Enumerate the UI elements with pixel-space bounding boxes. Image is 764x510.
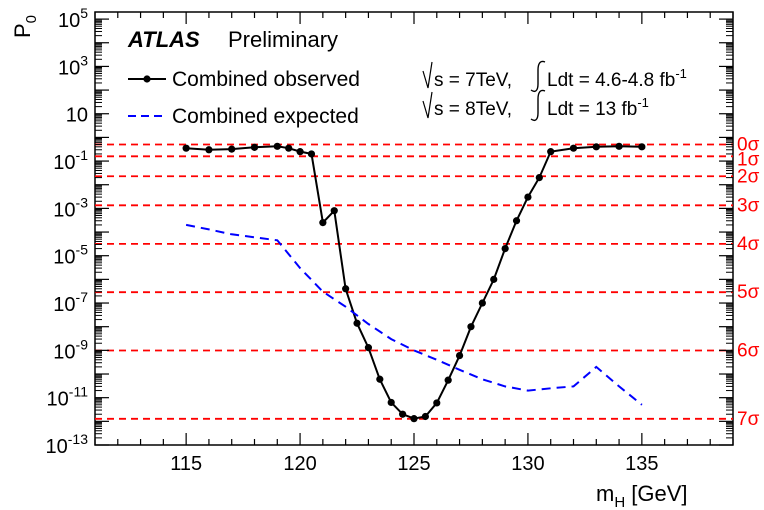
- observed-data-point: [455, 352, 464, 360]
- sigma-label: 3σ: [737, 195, 760, 216]
- observed-data-point: [478, 299, 486, 307]
- x-tick-label: 135: [625, 453, 658, 475]
- x-axis-title: mH [GeV]: [596, 481, 688, 510]
- y-axis-title: P0: [10, 15, 40, 38]
- sigma-label: 7σ: [737, 409, 760, 430]
- observed-data-point: [467, 323, 475, 331]
- observed-data-point: [410, 415, 418, 423]
- sigma-lines: [95, 143, 733, 420]
- y-tick-label: 105: [58, 5, 88, 32]
- integral-icon: [530, 60, 546, 93]
- observed-data-point: [512, 217, 521, 225]
- observed-data-point: [330, 207, 338, 215]
- observed-data-point: [535, 174, 543, 182]
- svg-text:Ldt = 13 fb-1: Ldt = 13 fb-1: [547, 95, 649, 120]
- observed-data-point: [501, 244, 509, 253]
- observed-data-point: [307, 150, 316, 158]
- sigma-label: 1σ: [737, 149, 760, 170]
- y-tick-label: 10-9: [53, 336, 88, 363]
- observed-data-point: [421, 412, 429, 421]
- observed-data-point: [569, 144, 578, 152]
- legend-expected-label: Combined expected: [172, 105, 359, 128]
- x-tick-label: 125: [397, 453, 430, 475]
- observed-data-point: [547, 148, 555, 156]
- sigma-label: 0σ: [737, 135, 760, 156]
- observed-data-point: [205, 146, 213, 154]
- observed-data-point: [285, 144, 293, 152]
- observed-data-point: [376, 375, 384, 383]
- preliminary-label: Preliminary: [228, 27, 338, 52]
- observed-data-point: [615, 142, 623, 150]
- observed-data-point: [228, 145, 236, 153]
- axis-ticks: [94, 12, 734, 446]
- svg-text:s = 7TeV,: s = 7TeV,: [434, 70, 512, 91]
- y-tick-label: 10-13: [46, 431, 89, 458]
- expected-series-line: [185, 223, 643, 406]
- y-tick-label: 10-5: [53, 242, 88, 269]
- svg-text:Ldt = 4.6-4.8 fb-1: Ldt = 4.6-4.8 fb-1: [547, 66, 687, 91]
- observed-data-point: [524, 193, 532, 201]
- sigma-label: 6σ: [737, 340, 760, 361]
- sigma-label: 2σ: [737, 166, 760, 187]
- x-tick-label: 115: [170, 453, 202, 475]
- observed-data-point: [433, 399, 441, 407]
- sigma-label: 4σ: [737, 234, 760, 255]
- observed-data-point: [364, 344, 373, 352]
- lumi-text-8tev: s = 8TeV, Ldt = 13 fb-1: [422, 89, 649, 122]
- y-tick-label: 10: [66, 105, 88, 127]
- observed-data-point: [592, 143, 600, 151]
- series-layer: [182, 142, 646, 423]
- observed-series-line: [186, 145, 642, 420]
- y-tick-label: 10-7: [53, 289, 88, 316]
- observed-data-point: [182, 144, 190, 152]
- observed-data-point: [387, 398, 395, 407]
- observed-data-point: [444, 376, 452, 384]
- lumi-text-7tev: s = 7TeV, Ldt = 4.6-4.8 fb-1: [422, 60, 687, 93]
- sqrt-icon: [422, 61, 433, 89]
- sigma-label: 5σ: [737, 282, 760, 303]
- y-tick-label: 10-1: [53, 147, 88, 174]
- x-tick-label: 120: [283, 453, 316, 475]
- observed-data-point: [399, 410, 407, 418]
- legend: Combined observed Combined expected: [128, 68, 360, 128]
- observed-data-point: [250, 143, 259, 151]
- observed-data-point: [273, 142, 281, 150]
- observed-data-point: [638, 143, 646, 151]
- observed-data-point: [319, 219, 327, 227]
- y-tick-label: 10-11: [47, 384, 89, 411]
- legend-observed-marker: [143, 75, 151, 83]
- legend-observed-label: Combined observed: [172, 68, 360, 91]
- observed-data-point: [353, 319, 361, 327]
- atlas-label: ATLAS: [127, 27, 200, 52]
- svg-text:s = 8TeV,: s = 8TeV,: [434, 99, 512, 120]
- x-tick-label: 130: [511, 453, 544, 475]
- integral-icon: [530, 89, 546, 122]
- observed-data-point: [490, 275, 498, 283]
- observed-data-point: [296, 148, 304, 156]
- observed-data-point: [342, 285, 350, 293]
- axis-tick-labels: 115 120 125 130 135 105 103 10 10-1 10-3 10-5 10-7 1…: [46, 5, 659, 475]
- sqrt-icon: [422, 91, 433, 119]
- y-tick-label: 103: [58, 52, 88, 79]
- y-tick-label: 10-3: [53, 194, 88, 221]
